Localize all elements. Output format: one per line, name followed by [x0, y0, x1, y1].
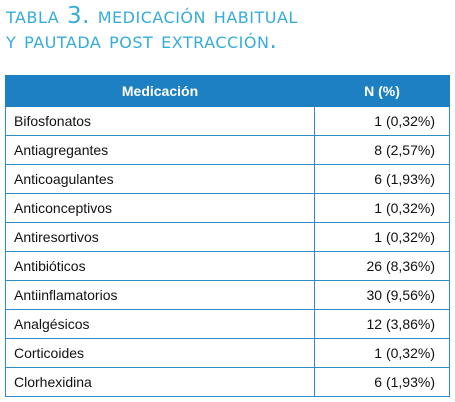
- title: Tabla 3. Medicación habitual y pautada po…: [6, 4, 298, 54]
- count-cell: 12 (3,86%): [314, 309, 450, 339]
- medication-cell: Corticoides: [5, 338, 315, 368]
- count-cell: 6 (1,93%): [314, 367, 450, 397]
- table-row: Bifosfonatos 1 (0,32%): [5, 106, 450, 136]
- count-cell: 6 (1,93%): [314, 164, 450, 194]
- count-cell: 30 (9,56%): [314, 280, 450, 310]
- medication-cell: Antiagregantes: [5, 135, 315, 165]
- header-row: Medicación N (%): [5, 75, 450, 107]
- count-cell: 26 (8,36%): [314, 251, 450, 281]
- medication-cell: Antibióticos: [5, 251, 315, 281]
- table-row: Clorhexidina 6 (1,93%): [5, 367, 450, 397]
- table-row: Antibióticos 26 (8,36%): [5, 251, 450, 281]
- medication-cell: Analgésicos: [5, 309, 315, 339]
- medication-table: Medicación N (%) Bifosfonatos 1 (0,32%) Ant…: [5, 75, 450, 397]
- medication-cell: Anticoagulantes: [5, 164, 315, 194]
- table-row: Corticoides 1 (0,32%): [5, 338, 450, 368]
- header-cell: Medicación: [5, 75, 315, 107]
- title-line: y pautada post extracción.: [6, 28, 278, 54]
- table-row: Anticoagulantes 6 (1,93%): [5, 164, 450, 194]
- count-cell: 1 (0,32%): [314, 106, 450, 136]
- title-line: Tabla 3. Medicación habitual: [6, 3, 298, 29]
- medication-cell: Anticonceptivos: [5, 193, 315, 223]
- count-cell: 1 (0,32%): [314, 222, 450, 252]
- medication-cell: Bifosfonatos: [5, 106, 315, 136]
- medication-cell: Antiresortivos: [5, 222, 315, 252]
- count-cell: 8 (2,57%): [314, 135, 450, 165]
- table-row: Anticonceptivos 1 (0,32%): [5, 193, 450, 223]
- table-row: Antiinflamatorios 30 (9,56%): [5, 280, 450, 310]
- medication-cell: Antiinflamatorios: [5, 280, 315, 310]
- table-row: Analgésicos 12 (3,86%): [5, 309, 450, 339]
- count-cell: 1 (0,32%): [314, 338, 450, 368]
- medication-cell: Clorhexidina: [5, 367, 315, 397]
- count-cell: 1 (0,32%): [314, 193, 450, 223]
- table-row: Antiresortivos 1 (0,32%): [5, 222, 450, 252]
- table-row: Antiagregantes 8 (2,57%): [5, 135, 450, 165]
- header-cell: N (%): [314, 75, 450, 107]
